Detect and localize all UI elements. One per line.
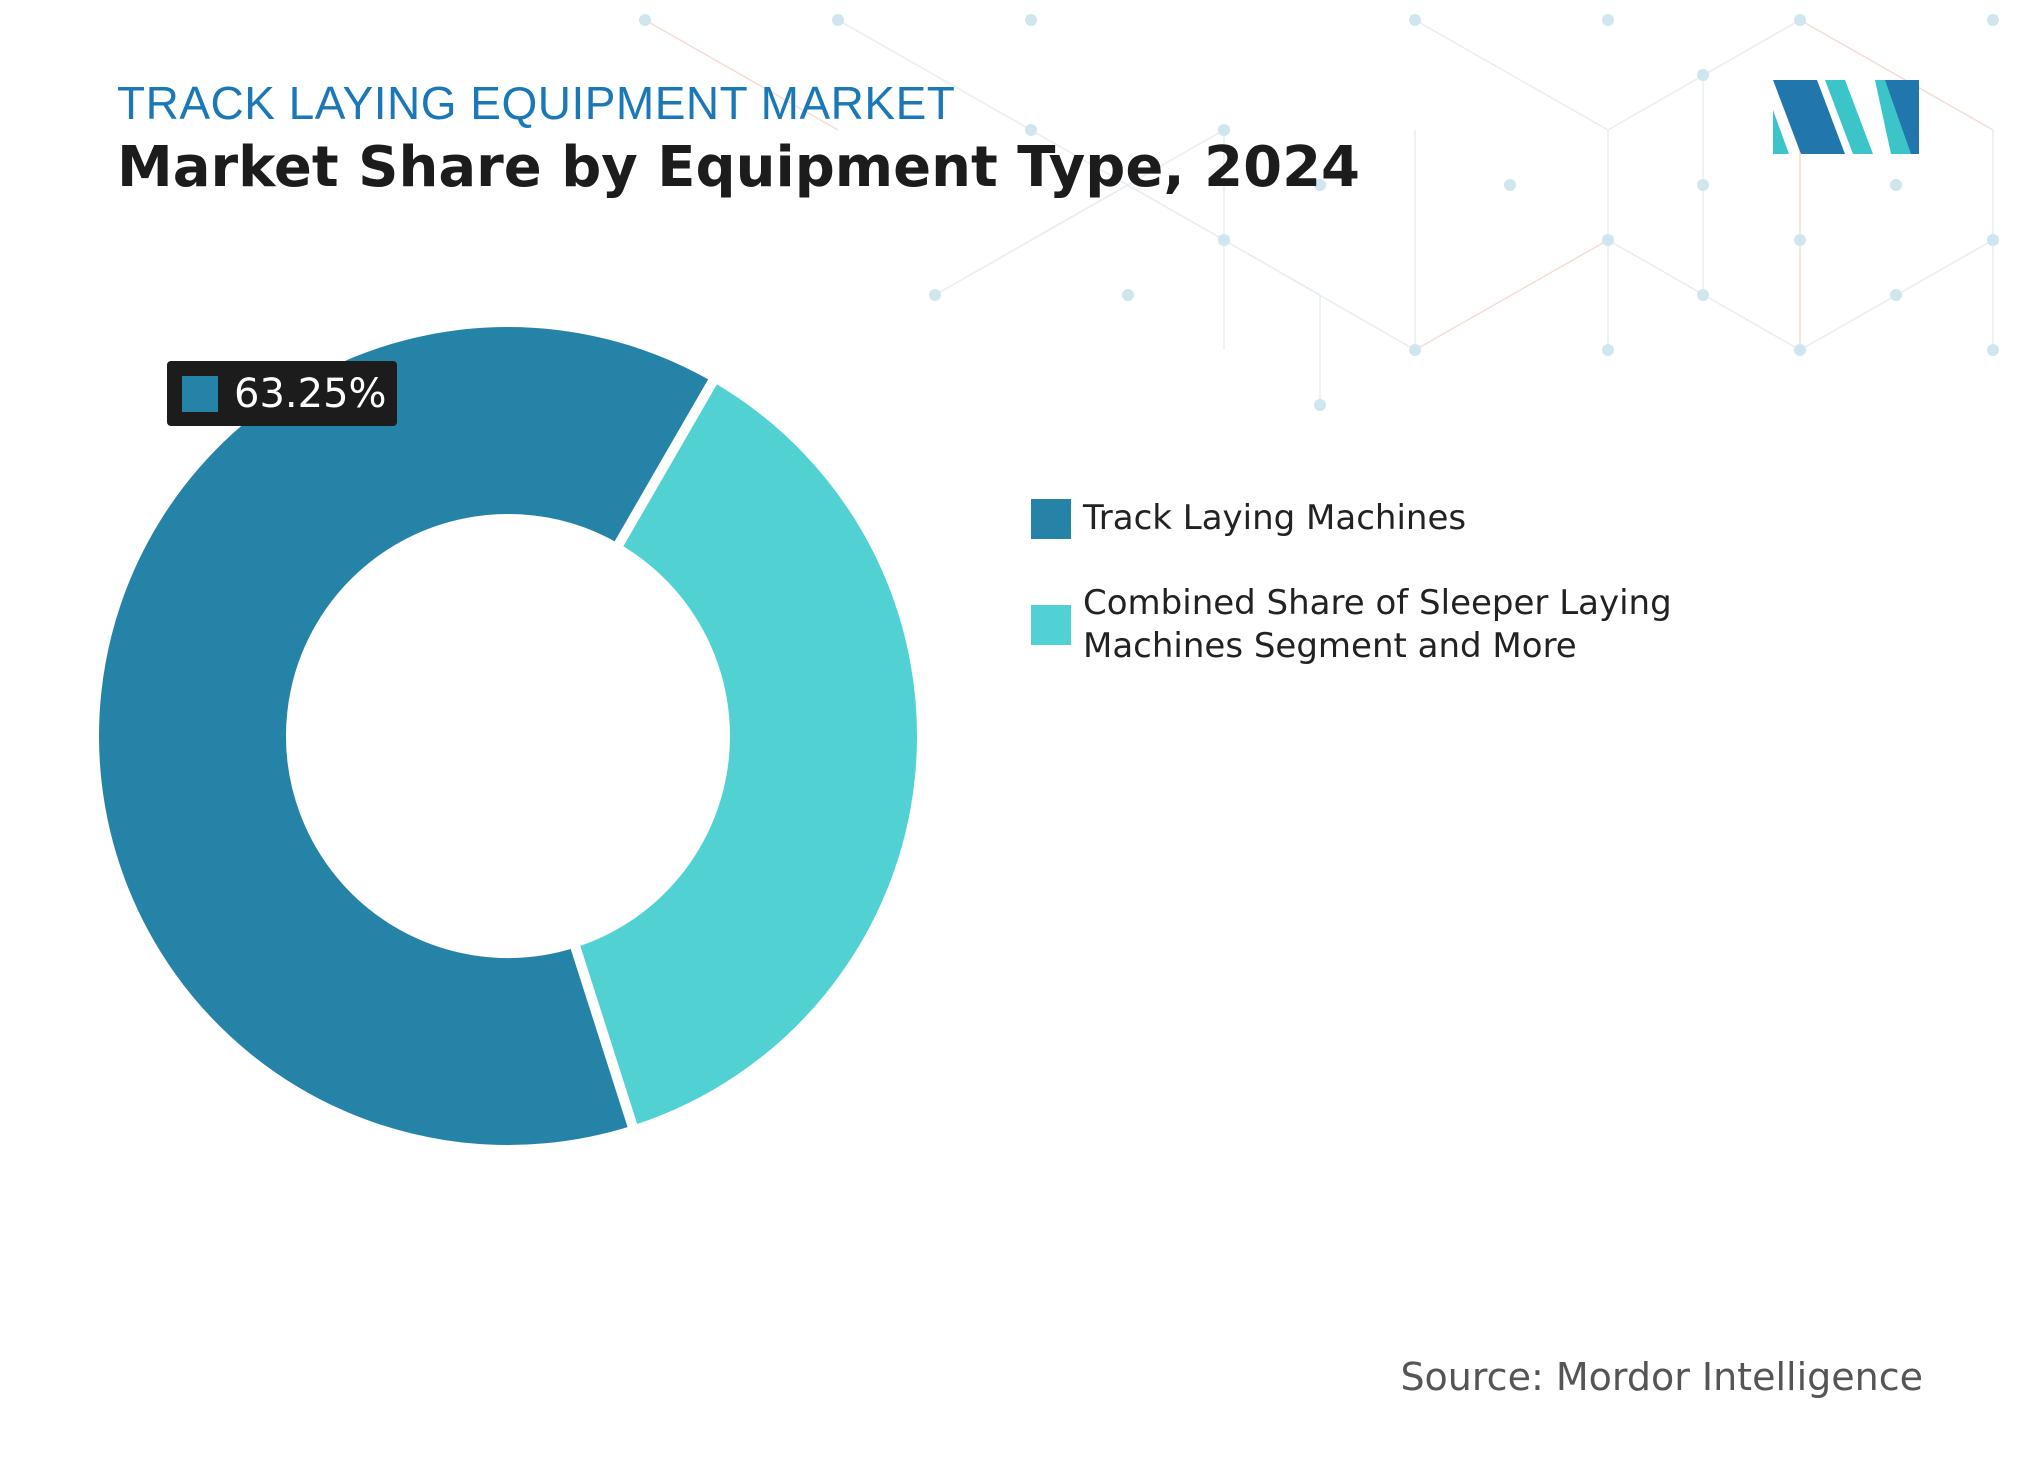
pattern-line	[934, 184, 1129, 296]
donut-chart	[90, 318, 927, 1155]
pattern-dot	[1602, 234, 1614, 246]
source-note: Source: Mordor Intelligence	[1400, 1355, 1923, 1399]
pattern-dot	[1409, 14, 1421, 26]
pattern-dot	[1314, 399, 1326, 411]
pattern-line	[644, 19, 839, 131]
pattern-dot	[1794, 14, 1806, 26]
pattern-dot	[1409, 344, 1421, 356]
legend-label-combined: Combined Share of Sleeper Laying Machine…	[1083, 583, 1672, 666]
logo-shape-mid	[1825, 80, 1873, 154]
pattern-dot	[1697, 179, 1709, 191]
pattern-dot	[1794, 234, 1806, 246]
pattern-line	[1414, 239, 1609, 351]
legend-swatch-track-laying	[1031, 498, 1071, 539]
pattern-dot	[1504, 179, 1516, 191]
pattern-dot	[1794, 344, 1806, 356]
legend-swatch-combined	[1031, 605, 1071, 645]
pattern-line	[837, 19, 1032, 131]
legend-item-combined[interactable]: Combined Share of Sleeper Laying Machine…	[1031, 582, 1711, 668]
pattern-dot	[1602, 344, 1614, 356]
pattern-dot	[1987, 14, 1999, 26]
pattern-dot	[1697, 289, 1709, 301]
pattern-dot	[639, 14, 651, 26]
pattern-dot	[1602, 14, 1614, 26]
pattern-line	[1414, 19, 1609, 131]
pattern-dot	[832, 14, 844, 26]
data-label-text: 63.25%	[234, 370, 387, 417]
logo-shape-left-accent	[1773, 110, 1789, 154]
pattern-dot	[929, 289, 941, 301]
pattern-dot	[1987, 234, 1999, 246]
legend-item-track-laying[interactable]: Track Laying Machines	[1031, 497, 1711, 540]
logo-shape-right-accent	[1875, 80, 1911, 154]
pattern-dot	[1122, 289, 1134, 301]
pattern-dot	[1697, 69, 1709, 81]
chart-title: Market Share by Equipment Type, 2024	[117, 135, 1360, 200]
chart-subtitle: TRACK LAYING EQUIPMENT MARKET	[117, 77, 956, 129]
data-label-track-laying: 63.25%	[167, 361, 397, 426]
legend: Track Laying Machines Combined Share of …	[1031, 497, 1711, 710]
donut-slice-combined[interactable]	[567, 370, 927, 1137]
pattern-dot	[1218, 234, 1230, 246]
pattern-dot	[1987, 344, 1999, 356]
pattern-dot	[1025, 124, 1037, 136]
pattern-dot	[1314, 179, 1326, 191]
mordor-logo	[1773, 80, 1919, 154]
background-pattern	[639, 14, 1999, 411]
pattern-line	[1799, 19, 1994, 131]
logo-shape-left	[1773, 80, 1845, 154]
donut-slice-track-laying[interactable]	[90, 318, 722, 1155]
pattern-dot	[1890, 179, 1902, 191]
pattern-dot	[1025, 14, 1037, 26]
legend-label-track-laying: Track Laying Machines	[1083, 498, 1467, 538]
pattern-dot	[1218, 124, 1230, 136]
data-label-swatch	[182, 375, 218, 412]
pattern-dot	[1890, 289, 1902, 301]
